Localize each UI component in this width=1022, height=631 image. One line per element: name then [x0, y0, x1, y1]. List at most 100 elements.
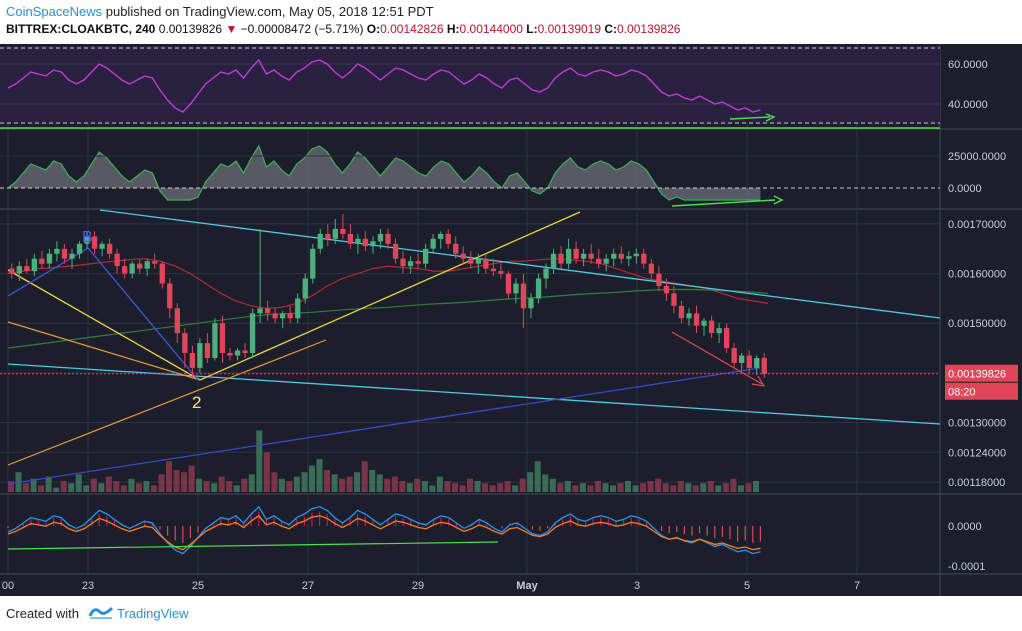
candle-body: [76, 243, 83, 254]
time-axis-label: 5: [744, 580, 750, 592]
volume-bar: [135, 483, 142, 492]
open-value: 0.00142826: [380, 22, 444, 36]
candle-body: [633, 253, 639, 257]
volume-bar: [640, 483, 647, 492]
candle-body: [227, 353, 233, 356]
tradingview-brand[interactable]: TradingView: [117, 606, 189, 621]
volume-bar: [429, 485, 436, 492]
volume-bar: [391, 476, 398, 492]
candle-body: [152, 261, 158, 264]
price-chart-svg[interactable]: B2 60.000040.000025000.00000.00000.00170…: [0, 44, 1022, 596]
candle-body: [573, 248, 579, 259]
volume-bar: [83, 485, 90, 492]
candle-body: [197, 343, 203, 368]
candle-body: [325, 233, 331, 239]
current-price-label-badge: [945, 364, 1018, 382]
rsi-divergence-line: [729, 116, 771, 120]
oscillator-axis-label: 0.0000: [948, 183, 982, 195]
volume-bar: [579, 483, 586, 492]
time-axis-label: 3: [634, 580, 640, 592]
countdown-label: 08:20: [948, 387, 976, 399]
volume-bar: [120, 485, 127, 492]
candle-body: [84, 236, 90, 244]
candle-body: [739, 355, 745, 363]
volume-bar: [354, 472, 361, 492]
candle-body: [731, 348, 737, 363]
candle-body: [310, 248, 316, 279]
macd-line: [7, 505, 761, 555]
candle-body: [611, 253, 617, 259]
time-axis-label: 00: [2, 580, 14, 592]
candle-body: [400, 258, 406, 267]
candle-body: [453, 243, 459, 254]
volume-bar: [105, 476, 112, 492]
candle-body: [588, 253, 594, 259]
candle-body: [686, 313, 692, 319]
volume-bar: [700, 483, 707, 492]
volume-bar: [339, 478, 346, 492]
candle-body: [520, 283, 527, 309]
price-axis-label: 0.00124000: [948, 447, 1006, 459]
candle-body: [498, 271, 504, 274]
volume-bar: [564, 481, 571, 492]
volume-bar: [23, 483, 29, 492]
volume-bar: [166, 461, 172, 492]
candle-body: [107, 243, 113, 254]
volume-bar: [271, 472, 278, 492]
candle-body: [566, 248, 572, 264]
last-price: 0.00139826: [158, 22, 223, 36]
volume-bar: [309, 465, 315, 492]
candle-body: [46, 253, 53, 264]
oscillator-arrow-icon: [773, 195, 784, 205]
candle-body: [129, 263, 135, 274]
low-value: 0.00139019: [537, 22, 602, 36]
volume-bar: [60, 481, 67, 492]
candle-body: [581, 253, 587, 259]
volume-bar: [489, 485, 496, 492]
volume-bar: [512, 485, 519, 492]
plot-background: [0, 44, 940, 596]
macd-axis-label: 0.0000: [948, 521, 982, 533]
candle-body: [249, 313, 256, 353]
volume-bar: [151, 485, 157, 492]
volume-bar: [527, 472, 534, 492]
candle-body: [91, 236, 98, 249]
volume-bar: [504, 481, 511, 492]
price-axis-label: 0.00150000: [948, 318, 1006, 330]
volume-bar: [113, 481, 120, 492]
red-moving-average: [7, 258, 769, 309]
candle-body: [272, 313, 278, 319]
candle-body: [302, 278, 308, 299]
grid: [0, 44, 1022, 596]
countdown-label-badge: [945, 382, 1018, 400]
volume-bar: [707, 481, 714, 492]
volume-bar: [241, 478, 248, 492]
candle-body: [648, 263, 654, 274]
volume-bar: [75, 474, 82, 492]
candle-body: [234, 350, 241, 356]
volume-bar: [534, 461, 541, 492]
candle-body: [445, 233, 451, 244]
candle-body: [746, 355, 752, 368]
candle-body: [340, 228, 346, 234]
volume-bar: [331, 474, 338, 492]
candle-body: [475, 258, 481, 264]
candle-body: [716, 328, 722, 334]
published-text: published on TradingView.com, May 05, 20…: [105, 4, 434, 19]
volume-bar: [421, 481, 428, 492]
candle-body: [159, 263, 165, 284]
orange-trendline-a: [7, 321, 201, 381]
publisher-name[interactable]: CoinSpaceNews: [6, 4, 103, 19]
candle-body: [603, 258, 609, 264]
candle-body: [754, 358, 760, 368]
price-axis-label: 0.00118000: [948, 477, 1005, 489]
candle-body: [423, 248, 429, 264]
rsi-pane: [0, 46, 940, 129]
oscillator-area: [8, 146, 761, 200]
tradingview-logo-icon[interactable]: [88, 604, 114, 620]
oscillator-axis-label: 25000.0000: [948, 151, 1006, 163]
volume-bar: [248, 474, 255, 492]
rsi-line: [7, 58, 761, 113]
volume-bar: [474, 481, 481, 492]
